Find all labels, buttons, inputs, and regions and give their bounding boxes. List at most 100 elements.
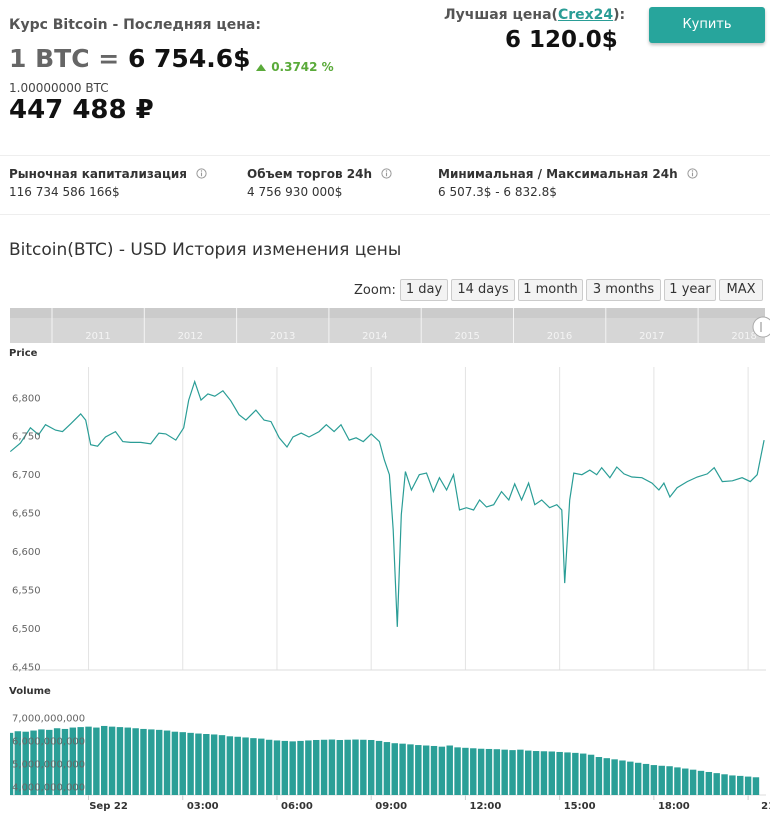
x-tick-label: Sep 22	[89, 801, 128, 812]
navigator-year: 2013	[270, 331, 295, 342]
volume-bar	[352, 739, 359, 795]
volume-bar	[438, 746, 446, 795]
x-tick-label: 06:00	[281, 801, 313, 812]
volume-bar	[140, 728, 147, 795]
volume-bar	[658, 765, 665, 795]
best-label: Лучшая цена(	[444, 7, 558, 23]
volume-bar	[313, 739, 320, 795]
volume-bar	[697, 770, 705, 795]
info-icon[interactable]	[687, 168, 698, 179]
volume-bar	[556, 751, 563, 795]
volume-bar	[485, 748, 493, 795]
volume-bar	[579, 753, 587, 795]
price-rub: 447 488 ₽	[9, 95, 154, 125]
volume-bar	[422, 745, 430, 795]
info-icon[interactable]	[381, 168, 392, 179]
volume-bar	[265, 739, 273, 795]
x-tick-label: 21	[761, 801, 770, 812]
volume-bar	[234, 736, 241, 795]
volume-bar	[689, 769, 697, 795]
volume-bar	[289, 741, 296, 795]
volume-bar	[297, 740, 304, 795]
y-tick-label: 6,000,000,000	[12, 736, 85, 747]
volume-bar	[548, 751, 556, 795]
navigator-year: 2012	[178, 331, 203, 342]
volume-bar	[179, 732, 186, 795]
volume-bar	[38, 729, 45, 795]
x-tick-label: 15:00	[564, 801, 596, 812]
volume-bar	[320, 739, 328, 795]
navigator-year: 2016	[547, 331, 572, 342]
navigator-handle[interactable]	[752, 316, 770, 338]
y-tick-label: 5,000,000,000	[12, 759, 85, 770]
volume-bar	[328, 739, 336, 795]
stat-value: 6 507.3$ - 6 832.8$	[438, 185, 557, 199]
best-price-label: Лучшая цена(Crex24):	[444, 7, 625, 23]
navigator-year: 2011	[85, 331, 110, 342]
volume-bar	[132, 728, 139, 795]
volume-bar	[22, 731, 29, 795]
divider	[0, 214, 770, 215]
y-tick-label: 6,800	[12, 393, 41, 404]
navigator-year: 2014	[362, 331, 387, 342]
zoom-button[interactable]: 1 month	[518, 279, 583, 301]
volume-bar	[101, 725, 108, 795]
zoom-button[interactable]: 3 months	[586, 279, 661, 301]
volume-bar	[187, 732, 194, 795]
price-change: 0.3742 %	[255, 60, 334, 74]
chart-label: Price	[9, 348, 38, 359]
zoom-button[interactable]: 14 days	[451, 279, 515, 301]
best-label-end: ):	[613, 7, 626, 23]
volume-bar	[30, 730, 37, 795]
stat-value: 116 734 586 166$	[9, 185, 120, 199]
y-tick-label: 6,550	[12, 586, 41, 597]
info-icon[interactable]	[196, 168, 207, 179]
volume-bar	[124, 727, 132, 795]
volume-bar	[430, 745, 438, 795]
volume-bar	[163, 730, 171, 795]
chart-label: Volume	[9, 686, 51, 697]
volume-bar	[61, 728, 69, 795]
stat-label-text: Объем торгов 24h	[247, 167, 373, 181]
volume-bar	[116, 727, 124, 795]
y-tick-label: 7,000,000,000	[12, 713, 85, 724]
volume-bar	[250, 738, 257, 795]
volume-bar	[69, 727, 77, 795]
buy-button[interactable]: Купить	[649, 7, 765, 43]
volume-bar	[367, 739, 375, 795]
pair-label: 1 BTC =	[9, 44, 120, 73]
volume-bar	[195, 733, 202, 795]
y-tick-label: 6,650	[12, 509, 41, 520]
zoom-button[interactable]: MAX	[719, 279, 763, 301]
volume-bar	[226, 736, 234, 795]
volume-bar	[454, 747, 461, 795]
zoom-button[interactable]: 1 year	[664, 279, 716, 301]
volume-bar	[532, 751, 540, 795]
navigator-year: 2017	[639, 331, 664, 342]
stat-label: Минимальная / Максимальная 24h	[438, 167, 698, 181]
volume-bar	[462, 747, 469, 795]
volume-bar	[407, 744, 414, 795]
stat-value: 4 756 930 000$	[247, 185, 343, 199]
exchange-link[interactable]: Crex24	[557, 7, 614, 23]
volume-bar	[344, 739, 351, 795]
volume-bar	[477, 748, 485, 795]
history-title: Bitcoin(BTC) - USD История изменения цен…	[9, 240, 402, 260]
volume-bar	[391, 743, 398, 795]
volume-bar	[729, 775, 736, 795]
y-tick-label: 6,500	[12, 624, 41, 635]
zoom-button[interactable]: 1 day	[400, 279, 448, 301]
y-tick-label: 6,750	[12, 432, 41, 443]
volume-bar	[148, 729, 155, 795]
y-tick-label: 4,000,000,000	[12, 782, 85, 793]
volume-bar	[674, 767, 681, 795]
volume-bar	[53, 728, 61, 795]
volume-bar	[744, 776, 752, 795]
stat: Рыночная капитализация 116 734 586 166$	[9, 167, 207, 199]
volume-bar	[525, 750, 532, 795]
volume-bar	[93, 727, 100, 795]
stat-label: Объем торгов 24h	[247, 167, 392, 181]
volume-bar	[642, 763, 650, 795]
navigator-band	[10, 308, 765, 318]
